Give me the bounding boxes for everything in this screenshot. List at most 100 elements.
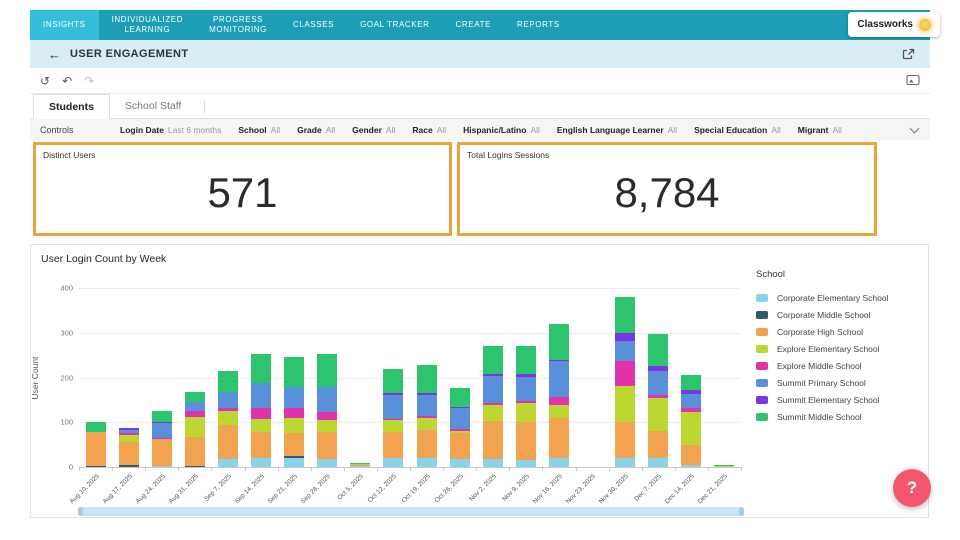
- tab-students[interactable]: Students: [33, 94, 110, 119]
- bar-segment-corporate-high-school[interactable]: [482, 420, 503, 459]
- bar-segment-corporate-middle-school[interactable]: [85, 465, 106, 467]
- bar-segment-corporate-high-school[interactable]: [515, 422, 536, 461]
- bar-segment-summit-middle-school[interactable]: [681, 374, 702, 390]
- bar-segment-summit-middle-school[interactable]: [317, 353, 338, 387]
- bar-segment-summit-elementary-school[interactable]: [383, 393, 404, 396]
- filter-gender[interactable]: Gender All: [352, 124, 396, 135]
- bar-oct-5-2025[interactable]: [350, 462, 371, 467]
- bar-nov-16-2025[interactable]: [548, 323, 569, 467]
- bar-segment-summit-elementary-school[interactable]: [548, 359, 569, 362]
- bar-segment-corporate-elementary-school[interactable]: [151, 465, 172, 467]
- chart-card[interactable]: User Login Count by Week User Count 0 100…: [30, 244, 929, 518]
- bar-segment-summit-primary-school[interactable]: [251, 382, 272, 408]
- bar-segment-summit-elementary-school[interactable]: [118, 427, 139, 430]
- bar-segment-explore-elementary-school[interactable]: [118, 434, 139, 443]
- bar-segment-summit-middle-school[interactable]: [615, 297, 636, 334]
- bar-segment-explore-middle-school[interactable]: [482, 402, 503, 405]
- reset-icon[interactable]: ↺: [40, 73, 51, 88]
- bar-segment-corporate-elementary-school[interactable]: [515, 460, 536, 467]
- nav-item-individualized-learning[interactable]: INDIVIDUALIZED LEARNING: [111, 15, 184, 34]
- bar-segment-explore-middle-school[interactable]: [284, 407, 305, 418]
- back-arrow-icon[interactable]: ←: [48, 46, 61, 62]
- filter-english-language-learner[interactable]: English Language Learner All: [556, 124, 678, 135]
- bar-segment-corporate-high-school[interactable]: [184, 437, 205, 467]
- legend-item-explore-elementary-school[interactable]: Explore Elementary School: [756, 344, 924, 354]
- bar-segment-corporate-high-school[interactable]: [648, 430, 669, 459]
- bar-segment-corporate-elementary-school[interactable]: [548, 458, 569, 467]
- bar-segment-summit-primary-school[interactable]: [118, 429, 139, 433]
- bar-segment-summit-primary-school[interactable]: [615, 341, 636, 361]
- bar-segment-corporate-high-school[interactable]: [217, 424, 238, 459]
- bar-segment-corporate-high-school[interactable]: [118, 442, 139, 466]
- bar-segment-corporate-high-school[interactable]: [416, 430, 437, 459]
- bar-segment-corporate-elementary-school[interactable]: [217, 458, 238, 467]
- bar-segment-summit-middle-school[interactable]: [350, 462, 371, 464]
- bar-segment-corporate-high-school[interactable]: [383, 432, 404, 459]
- nav-item-classes[interactable]: CLASSES: [292, 20, 335, 29]
- bar-sep-7-2025[interactable]: [217, 370, 238, 467]
- nav-item-insights[interactable]: INSIGHTS: [30, 10, 99, 40]
- bar-segment-explore-elementary-school[interactable]: [184, 416, 205, 438]
- chevron-down-icon[interactable]: [909, 123, 920, 133]
- bar-segment-summit-middle-school[interactable]: [515, 346, 536, 375]
- bar-segment-corporate-elementary-school[interactable]: [615, 458, 636, 467]
- bar-segment-explore-elementary-school[interactable]: [681, 411, 702, 445]
- bar-segment-summit-primary-school[interactable]: [648, 371, 669, 395]
- bar-segment-explore-elementary-school[interactable]: [515, 403, 536, 423]
- bar-segment-explore-elementary-school[interactable]: [416, 417, 437, 431]
- bar-segment-corporate-high-school[interactable]: [251, 432, 272, 459]
- nav-item-goal-tracker[interactable]: GOAL TRACKER: [360, 20, 430, 29]
- nav-item-create[interactable]: CREATE: [455, 20, 492, 29]
- bar-dec-21-2025[interactable]: [714, 464, 735, 467]
- kpi-card-total-logins[interactable]: Total Logins Sessions 8,784: [457, 142, 877, 236]
- bar-segment-summit-elementary-school[interactable]: [648, 366, 669, 372]
- legend-item-corporate-elementary-school[interactable]: Corporate Elementary School: [756, 293, 924, 303]
- bar-aug-10-2025[interactable]: [85, 422, 106, 467]
- bar-segment-summit-primary-school[interactable]: [317, 386, 338, 412]
- bar-segment-summit-middle-school[interactable]: [184, 391, 205, 403]
- bar-sep-14-2025[interactable]: [251, 353, 272, 467]
- open-in-new-icon[interactable]: [901, 47, 916, 62]
- bar-nov-2-2025[interactable]: [482, 346, 503, 467]
- bar-segment-explore-middle-school[interactable]: [449, 429, 470, 431]
- bar-segment-explore-middle-school[interactable]: [151, 437, 172, 439]
- bar-segment-corporate-high-school[interactable]: [681, 444, 702, 465]
- legend-item-summit-primary-school[interactable]: Summit Primary School: [756, 378, 924, 388]
- bar-segment-explore-middle-school[interactable]: [648, 394, 669, 399]
- legend-item-explore-middle-school[interactable]: Explore Middle School: [756, 361, 924, 371]
- bar-segment-explore-middle-school[interactable]: [548, 397, 569, 406]
- bookmark-icon[interactable]: [906, 71, 920, 90]
- bar-segment-summit-middle-school[interactable]: [85, 422, 106, 433]
- bar-segment-corporate-elementary-school[interactable]: [681, 464, 702, 467]
- bar-sep-28-2025[interactable]: [317, 353, 338, 467]
- bar-segment-corporate-elementary-school[interactable]: [416, 458, 437, 467]
- bar-segment-explore-middle-school[interactable]: [251, 407, 272, 419]
- bar-segment-summit-elementary-school[interactable]: [151, 422, 172, 424]
- legend-item-corporate-middle-school[interactable]: Corporate Middle School: [756, 310, 924, 320]
- bar-segment-explore-middle-school[interactable]: [515, 401, 536, 404]
- bar-segment-summit-middle-school[interactable]: [284, 356, 305, 387]
- bar-segment-summit-middle-school[interactable]: [548, 323, 569, 360]
- bar-segment-summit-middle-school[interactable]: [449, 388, 470, 408]
- bar-aug-31-2025[interactable]: [184, 391, 205, 467]
- bar-segment-summit-primary-school[interactable]: [449, 407, 470, 429]
- horizontal-scrollbar[interactable]: [78, 507, 744, 516]
- bar-segment-corporate-elementary-school[interactable]: [648, 458, 669, 467]
- bar-segment-corporate-high-school[interactable]: [615, 421, 636, 459]
- bar-segment-corporate-elementary-school[interactable]: [482, 458, 503, 467]
- bar-segment-corporate-high-school[interactable]: [350, 465, 371, 467]
- bar-segment-summit-middle-school[interactable]: [482, 346, 503, 374]
- bar-segment-summit-middle-school[interactable]: [416, 365, 437, 394]
- bar-segment-explore-elementary-school[interactable]: [383, 420, 404, 433]
- filter-special-education[interactable]: Special Education All: [694, 124, 781, 135]
- bar-segment-explore-elementary-school[interactable]: [317, 420, 338, 432]
- bar-segment-summit-elementary-school[interactable]: [482, 373, 503, 376]
- bar-segment-summit-primary-school[interactable]: [515, 376, 536, 402]
- bar-segment-explore-elementary-school[interactable]: [350, 463, 371, 466]
- bar-segment-explore-elementary-school[interactable]: [648, 398, 669, 431]
- filter-grade[interactable]: Grade All: [297, 124, 336, 135]
- help-button[interactable]: ?: [893, 469, 931, 507]
- bar-segment-summit-primary-school[interactable]: [284, 386, 305, 408]
- bar-segment-summit-elementary-school[interactable]: [416, 393, 437, 396]
- bar-segment-summit-primary-school[interactable]: [416, 395, 437, 416]
